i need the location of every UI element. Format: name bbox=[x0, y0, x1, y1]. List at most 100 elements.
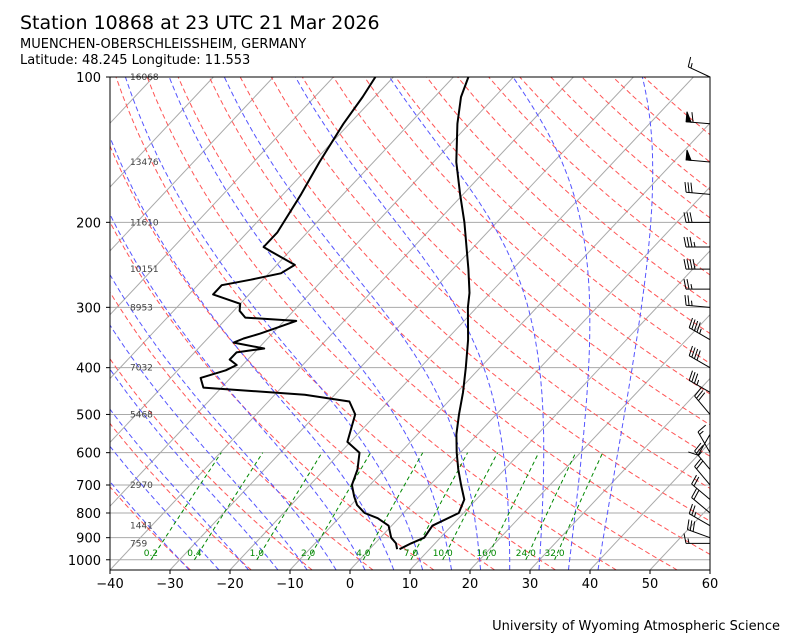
wind-barb bbox=[697, 424, 711, 453]
dry-adiabat-line bbox=[110, 291, 374, 570]
height-label: 5468 bbox=[130, 410, 153, 420]
mixing-ratio-line bbox=[150, 452, 222, 561]
moist-adiabat-line bbox=[110, 135, 395, 570]
y-tick-label: 800 bbox=[76, 507, 101, 522]
mixing-ratio-label: 1.0 bbox=[250, 549, 265, 559]
x-tick-label: −20 bbox=[216, 577, 243, 592]
isotherm-line bbox=[110, 77, 514, 507]
x-tick-label: −30 bbox=[156, 577, 183, 592]
wind-barb bbox=[684, 182, 711, 195]
y-tick-label: 200 bbox=[76, 216, 101, 231]
wind-barb bbox=[691, 488, 711, 514]
wind-barb bbox=[694, 442, 711, 470]
mixing-ratio-label: 2.0 bbox=[301, 549, 316, 559]
axes: −40 −30 −20 −10 0 10 20 30 40 50 60 100 200 300 400 500… bbox=[68, 71, 718, 592]
wind-barb bbox=[688, 503, 711, 527]
temperature-profile-line bbox=[399, 77, 471, 551]
x-tick-label: 40 bbox=[582, 577, 599, 592]
credit-text: University of Wyoming Atmospheric Scienc… bbox=[492, 619, 780, 634]
height-labels: 16068 13476 11610 10151 8953 7032 5468 2970 1441… bbox=[130, 73, 159, 549]
dry-adiabat-line bbox=[550, 77, 710, 219]
dry-adiabat-line bbox=[177, 77, 678, 570]
wind-barb bbox=[687, 56, 711, 78]
mixing-ratio-label: 0.4 bbox=[187, 549, 202, 559]
plot-frame bbox=[109, 76, 711, 571]
y-tick-label: 500 bbox=[76, 408, 101, 423]
wind-barb bbox=[685, 111, 711, 125]
dry-adiabat-line bbox=[110, 486, 191, 570]
moist-adiabat-line bbox=[223, 77, 482, 570]
station-coordinates: Latitude: 48.245 Longitude: 11.553 bbox=[20, 53, 251, 68]
mixing-ratio-line bbox=[442, 452, 499, 561]
height-label: 1441 bbox=[130, 522, 153, 532]
isotherm-line bbox=[289, 122, 710, 570]
height-label: 8953 bbox=[130, 303, 153, 313]
wind-barb bbox=[691, 474, 711, 500]
x-tick-label: 0 bbox=[346, 577, 354, 592]
height-label: 16068 bbox=[130, 73, 159, 83]
profile-lines bbox=[199, 77, 471, 551]
x-tick-label: 30 bbox=[522, 577, 539, 592]
isotherm-line bbox=[110, 77, 454, 444]
mixing-ratio-line bbox=[362, 452, 424, 561]
isotherm-line bbox=[409, 250, 710, 570]
wind-barb bbox=[683, 533, 710, 544]
mixing-ratio-label: 16.0 bbox=[476, 549, 496, 559]
moist-adiabat-line bbox=[124, 77, 424, 570]
dry-adiabat-line bbox=[270, 77, 710, 489]
moist-adiabat-line bbox=[168, 77, 453, 570]
dry-adiabat-line bbox=[363, 77, 710, 395]
y-tick-label: 1000 bbox=[68, 554, 101, 569]
isotherm-line bbox=[469, 313, 710, 570]
height-label: 13476 bbox=[130, 158, 159, 168]
wind-barb bbox=[683, 259, 710, 270]
mixing-ratio-label: 4.0 bbox=[356, 549, 371, 559]
mixing-ratio-label: 32.0 bbox=[545, 549, 565, 559]
moist-adiabat-line bbox=[597, 77, 654, 570]
isotherm-line bbox=[169, 77, 634, 570]
dry-adiabat-line bbox=[332, 77, 710, 426]
moist-adiabat-line bbox=[110, 213, 366, 570]
dry-adiabat-line bbox=[488, 77, 710, 276]
mixing-ratio-label: 24.0 bbox=[516, 549, 536, 559]
wind-barb bbox=[683, 212, 710, 223]
wind-barb bbox=[694, 458, 711, 486]
moist-adiabat-line bbox=[110, 324, 308, 570]
dry-adiabat-line bbox=[301, 77, 710, 457]
mixing-ratio-label: 7.0 bbox=[404, 549, 419, 559]
isotherm-line bbox=[110, 77, 394, 380]
mixing-ratio-line bbox=[256, 452, 323, 561]
isotherm-line bbox=[529, 377, 710, 570]
dry-adiabat-line bbox=[426, 77, 710, 335]
y-tick-label: 400 bbox=[76, 362, 101, 377]
wind-barb bbox=[683, 236, 710, 248]
isotherm-line bbox=[0, 77, 93, 570]
moist-adiabat-line bbox=[512, 77, 591, 570]
wind-barb bbox=[686, 519, 711, 539]
moist-adiabat-line bbox=[388, 77, 545, 570]
isotherm-line bbox=[709, 569, 710, 570]
moist-adiabat-line bbox=[110, 368, 279, 570]
wind-barb bbox=[688, 317, 711, 341]
mixing-ratio-line bbox=[410, 452, 469, 561]
moist-adiabat-line bbox=[110, 480, 190, 570]
dry-adiabat-line bbox=[110, 144, 495, 570]
isotherm-line bbox=[110, 77, 214, 188]
height-label: 2970 bbox=[130, 481, 153, 491]
height-label: 10151 bbox=[130, 265, 159, 275]
moist-adiabat-line bbox=[110, 273, 337, 570]
isotherm-line bbox=[110, 77, 574, 570]
dry-adiabat-line bbox=[457, 77, 710, 305]
isotherm-line bbox=[0, 77, 33, 570]
dewpoint-profile-line bbox=[199, 77, 399, 550]
x-tick-label: 10 bbox=[402, 577, 419, 592]
y-tick-label: 700 bbox=[76, 479, 101, 494]
wind-barb bbox=[694, 387, 711, 415]
x-tick-label: 60 bbox=[702, 577, 719, 592]
wind-barb bbox=[683, 278, 710, 290]
wind-barb bbox=[688, 370, 711, 393]
y-tick-label: 300 bbox=[76, 301, 101, 316]
dry-adiabat-line bbox=[643, 77, 710, 136]
isotherm-line bbox=[649, 505, 710, 570]
mixing-ratio-label: 0.2 bbox=[144, 549, 158, 559]
